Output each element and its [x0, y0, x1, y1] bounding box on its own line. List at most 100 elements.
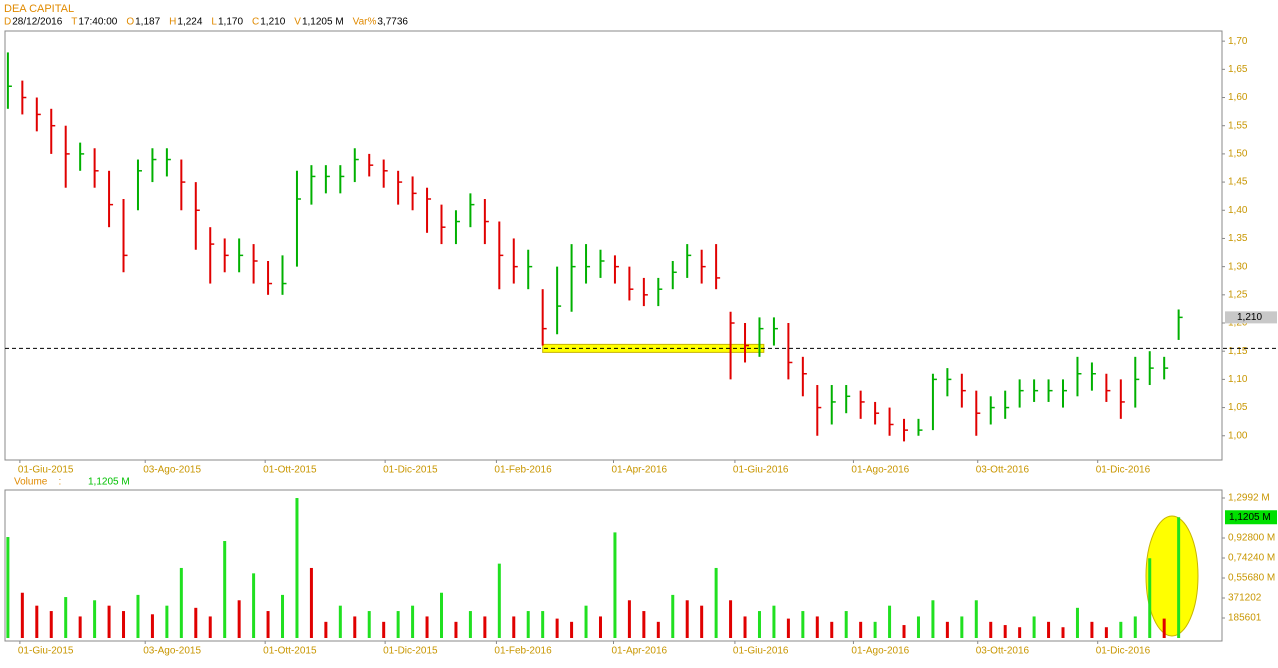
x-tick-label: 01-Ago-2016 [851, 465, 909, 476]
last-price-box [1225, 311, 1277, 324]
volume-bar [916, 616, 920, 638]
volume-bar [830, 621, 834, 638]
volume-bar [338, 605, 342, 638]
volume-bar [107, 605, 111, 638]
x-tick-label: 03-Ago-2015 [143, 465, 201, 476]
volume-value: 1,1205 M [88, 477, 130, 488]
volume-bar [1162, 618, 1166, 638]
volume-bar [671, 594, 675, 638]
volume-bar [1075, 607, 1079, 638]
last-price-label: 1,210 [1237, 312, 1262, 323]
field-value: 1,170 [218, 17, 243, 28]
volume-bar [555, 618, 559, 638]
x-tick-label: 01-Giu-2015 [18, 465, 74, 476]
volume-bar [945, 621, 949, 638]
y-tick-label: 1,25 [1228, 289, 1248, 300]
volume-bar [1047, 621, 1051, 638]
x-tick-label: 01-Ago-2016 [851, 646, 909, 657]
volume-bar [1133, 616, 1137, 638]
x-tick-label: 01-Giu-2016 [733, 465, 789, 476]
volume-bar [613, 532, 617, 638]
volume-bar [64, 597, 68, 638]
y-tick-label: 1,55 [1228, 120, 1248, 131]
field-key: H [169, 17, 176, 28]
volume-bar [627, 600, 631, 638]
y-tick-label: 1,40 [1228, 205, 1248, 216]
x-tick-label: 01-Dic-2016 [1096, 646, 1151, 657]
volume-bar [700, 605, 704, 638]
y-tick-label: 1,50 [1228, 149, 1248, 160]
volume-bar [396, 611, 400, 638]
volume-bar [353, 616, 357, 638]
volume-bar [1148, 558, 1152, 638]
volume-bar [844, 611, 848, 638]
volume-bar [772, 605, 776, 638]
volume-bar [801, 611, 805, 638]
volume-bar [150, 614, 154, 638]
volume-bar [281, 594, 285, 638]
volume-bar [974, 600, 978, 638]
y-tick-label: 185601 [1228, 613, 1262, 624]
y-tick-label: 1,15 [1228, 346, 1248, 357]
volume-bar [309, 567, 313, 638]
volume-bar [656, 621, 660, 638]
volume-bar [685, 600, 689, 638]
volume-bar [136, 594, 140, 638]
volume-bar [526, 611, 530, 638]
field-value: 17:40:00 [78, 17, 117, 28]
volume-bar [179, 567, 183, 638]
volume-bar [295, 498, 299, 638]
last-volume-label: 1,1205 M [1229, 512, 1271, 523]
y-tick-label: 1,70 [1228, 36, 1248, 47]
volume-highlight [1145, 515, 1199, 637]
volume-bar [382, 621, 386, 638]
volume-bar [497, 563, 501, 638]
y-tick-label: 1,60 [1228, 92, 1248, 103]
volume-bar [1032, 616, 1036, 638]
x-tick-label: 01-Apr-2016 [612, 646, 668, 657]
volume-bar [1061, 627, 1065, 638]
volume-bar [78, 616, 82, 638]
volume-bar [888, 605, 892, 638]
volume-bar [1003, 625, 1007, 638]
y-tick-label: 1,45 [1228, 177, 1248, 188]
x-tick-label: 01-Dic-2015 [383, 465, 438, 476]
volume-bar [324, 621, 328, 638]
field-key: V [294, 17, 301, 28]
volume-bar [252, 573, 256, 638]
last-volume-box [1225, 510, 1277, 525]
y-tick-label: 0,55680 M [1228, 573, 1275, 584]
y-tick-label: 1,05 [1228, 402, 1248, 413]
field-value: 3,7736 [377, 17, 408, 28]
volume-bar [873, 621, 877, 638]
y-tick-label: 1,30 [1228, 261, 1248, 272]
y-tick-label: 0,92800 M [1228, 533, 1275, 544]
header-fields: D 28/12/2016 T 17:40:00 O 1,187 H 1,224 L 1,170 C 1… [4, 17, 408, 28]
volume-bar [237, 600, 241, 638]
field-value: 28/12/2016 [12, 17, 62, 28]
volume-bar [859, 621, 863, 638]
volume-bar [512, 616, 516, 638]
y-tick-label: 1,2992 M [1228, 493, 1270, 504]
x-tick-label: 01-Giu-2016 [733, 646, 789, 657]
y-tick-label: 1,10 [1228, 374, 1248, 385]
volume-bar [541, 611, 545, 638]
volume-bar [194, 607, 198, 638]
x-tick-label: 03-Ago-2015 [143, 646, 201, 657]
field-key: L [211, 17, 217, 28]
x-tick-label: 01-Dic-2015 [383, 646, 438, 657]
volume-bar [411, 605, 415, 638]
volume-bar [93, 600, 97, 638]
volume-bar [931, 600, 935, 638]
volume-bar [786, 618, 790, 638]
volume-bar [367, 611, 371, 638]
volume-bar [1018, 627, 1022, 638]
volume-bar [815, 616, 819, 638]
volume-bar [584, 605, 588, 638]
volume-bar [1104, 627, 1108, 638]
y-tick-label: 1,35 [1228, 233, 1248, 244]
x-tick-label: 01-Dic-2016 [1096, 465, 1151, 476]
volume-bar [757, 611, 761, 638]
